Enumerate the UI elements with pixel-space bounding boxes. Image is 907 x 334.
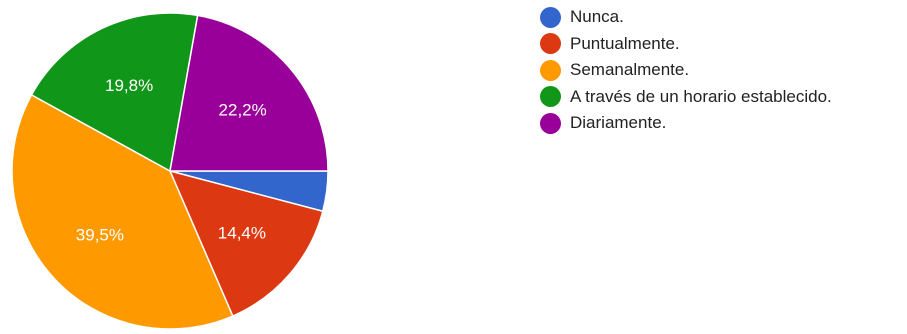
legend-item-2: Semanalmente. bbox=[540, 57, 832, 84]
legend-swatch-3 bbox=[540, 86, 561, 108]
pie-slice-label-4: 22,2% bbox=[219, 101, 267, 120]
legend-label-1: Puntualmente. bbox=[570, 33, 680, 53]
pie-slice-3 bbox=[30, 12, 199, 173]
legend-label-2: Semanalmente. bbox=[570, 60, 690, 80]
pie-slice-1 bbox=[168, 169, 324, 317]
legend-item-3: A través de un horario establecido. bbox=[540, 84, 832, 111]
legend-item-1: Puntualmente. bbox=[540, 31, 832, 58]
pie-slice-label-1: 14,4% bbox=[218, 223, 266, 242]
legend-label-0: Nunca. bbox=[570, 7, 624, 27]
pie-chart: 14,4% 39,5% 19,8% 22,2% bbox=[11, 12, 329, 330]
pie-slice-labels: 14,4% 39,5% 19,8% 22,2% bbox=[76, 76, 267, 244]
legend-swatch-4 bbox=[540, 112, 561, 134]
legend-item-4: Diariamente. bbox=[540, 110, 832, 137]
pie-slice-2 bbox=[11, 93, 234, 330]
legend-label-4: Diariamente. bbox=[570, 113, 667, 133]
pie-slice-4 bbox=[169, 14, 329, 172]
legend-swatch-1 bbox=[540, 33, 561, 55]
pie-slices bbox=[11, 12, 329, 330]
legend-label-3: A través de un horario establecido. bbox=[570, 86, 832, 106]
legend-item-0: Nunca. bbox=[540, 4, 832, 31]
pie-slice-label-3: 19,8% bbox=[105, 76, 153, 95]
legend-swatch-0 bbox=[540, 6, 561, 28]
chart-legend: Nunca. Puntualmente. Semanalmente. A través… bbox=[540, 4, 832, 137]
pie-slice-label-2: 39,5% bbox=[76, 225, 124, 244]
legend-swatch-2 bbox=[540, 59, 561, 81]
